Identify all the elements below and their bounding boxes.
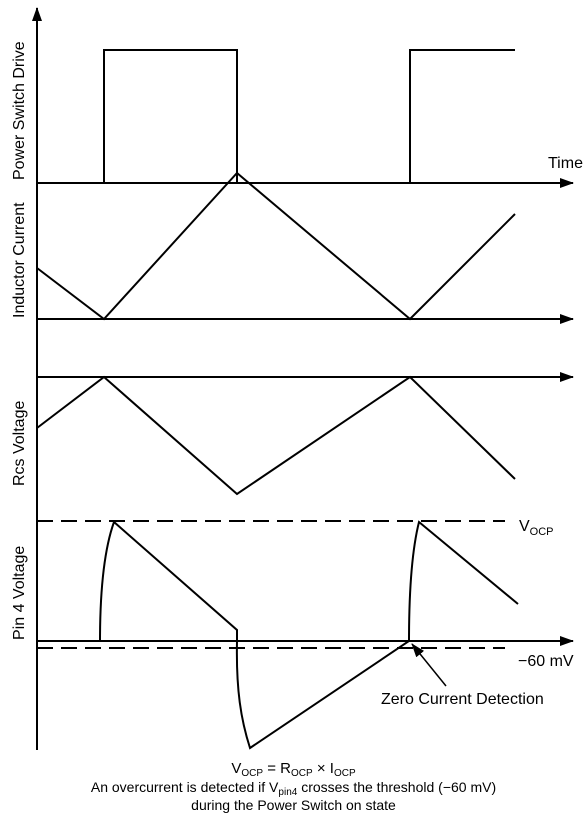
- inductor-current-waveform: [36, 171, 516, 321]
- minus-60mv-label: −60 mV: [518, 653, 574, 670]
- power-switch-drive-waveform: [103, 49, 515, 184]
- zero-current-detection-label: Zero Current Detection: [381, 691, 544, 708]
- overcurrent-note-line2: during the Power Switch on state: [191, 797, 396, 813]
- rcs-voltage-waveform: [36, 375, 516, 496]
- pin4-voltage-waveform: [37, 520, 519, 750]
- vocp-label: VOCP: [519, 518, 554, 538]
- rcs-voltage-label: Rcs Voltage: [11, 401, 28, 486]
- power-switch-drive-label: Power Switch Drive: [11, 41, 28, 180]
- inductor-current-label: Inductor Current: [11, 202, 28, 318]
- time-label: Time: [548, 155, 583, 172]
- overcurrent-note-line1: An overcurrent is detected if Vpin4 cros…: [90, 779, 497, 798]
- pin4-voltage-label: Pin 4 Voltage: [11, 546, 28, 640]
- vocp-equation: VOCP = ROCP × IOCP: [231, 760, 356, 779]
- zero-current-pointer-arrow: [411, 643, 447, 687]
